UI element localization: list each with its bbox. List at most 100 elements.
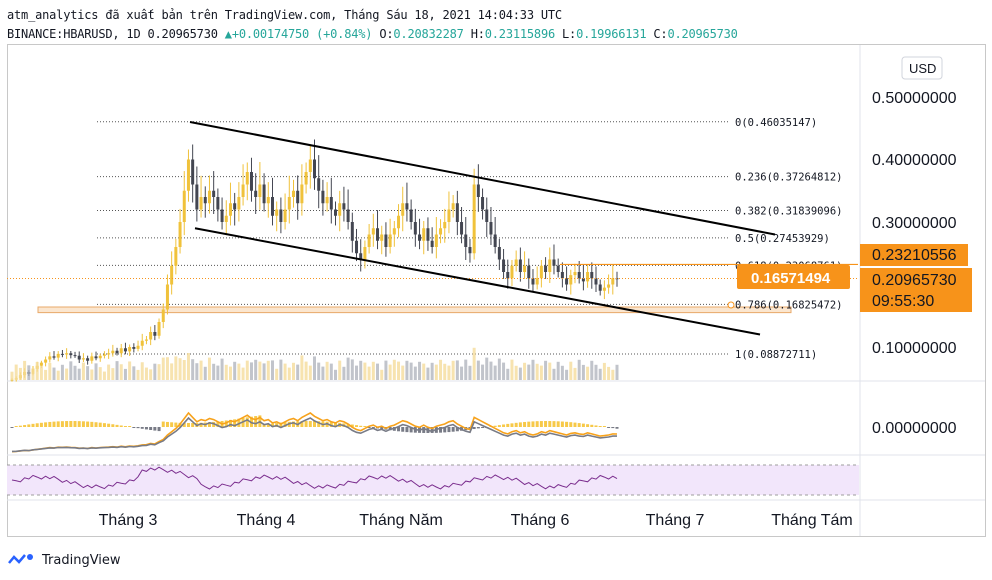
candle-body xyxy=(518,259,522,272)
candle-body xyxy=(497,247,501,260)
candle-body xyxy=(401,203,405,216)
candle-body xyxy=(233,203,237,210)
volume-bar xyxy=(329,363,333,380)
candle-body xyxy=(144,339,148,341)
volume-bar xyxy=(241,367,245,380)
macd-histogram-bar xyxy=(556,421,560,427)
candle-body xyxy=(476,184,480,197)
volume-bar xyxy=(447,365,451,380)
volume-bar xyxy=(279,359,283,380)
price-tick: 0.40000000 xyxy=(872,152,957,169)
candle-body xyxy=(321,190,325,204)
macd-histogram-bar xyxy=(560,421,564,427)
volume-bar xyxy=(476,360,480,380)
volume-bar xyxy=(300,355,304,380)
candle-body xyxy=(65,353,69,355)
candle-body xyxy=(443,222,447,229)
candle-body xyxy=(329,197,333,210)
macd-histogram-bar xyxy=(283,422,287,427)
candle-body xyxy=(270,197,274,216)
candle-body xyxy=(468,247,472,254)
macd-histogram-bar xyxy=(165,421,169,427)
volume-bar xyxy=(430,362,434,380)
volume-bar xyxy=(220,358,224,380)
macd-histogram-bar xyxy=(397,427,401,432)
chart-frame xyxy=(7,44,986,537)
candle-body xyxy=(39,362,43,366)
volume-bar xyxy=(451,360,455,380)
volume-bar xyxy=(10,371,14,380)
candle-body xyxy=(73,355,77,357)
price-tick: 0.50000000 xyxy=(872,90,957,107)
macd-histogram-bar xyxy=(350,424,354,427)
macd-histogram-bar xyxy=(170,422,174,427)
volume-bar xyxy=(321,366,325,380)
macd-histogram-bar xyxy=(539,421,543,427)
macd-histogram-bar xyxy=(334,422,338,427)
candle-body xyxy=(102,354,106,356)
fib-level-label: 0.786(0.16825472) xyxy=(735,299,842,311)
volume-bar xyxy=(69,361,73,380)
macd-histogram-bar xyxy=(548,421,552,427)
candle-body xyxy=(52,356,56,358)
volume-bar xyxy=(615,364,619,380)
volume-bar xyxy=(502,362,506,380)
candle-body xyxy=(44,359,48,363)
volume-bar xyxy=(86,366,90,380)
close-value: 0.20965730 xyxy=(667,27,738,41)
macd-histogram-bar xyxy=(317,421,321,427)
currency-button xyxy=(901,56,943,80)
macd-histogram-bar xyxy=(119,425,123,427)
macd-histogram-bar xyxy=(191,422,195,427)
macd-histogram-bar xyxy=(216,421,220,427)
candle-body xyxy=(430,240,434,247)
change-up-icon: ▲ xyxy=(224,27,232,41)
candle-body xyxy=(56,353,60,358)
macd-histogram-bar xyxy=(39,422,43,427)
macd-histogram-bar xyxy=(90,421,94,427)
fib-level-label: 0.382(0.31839096) xyxy=(735,206,842,218)
symbol-label: BINANCE:HBARUSD, 1D xyxy=(7,27,141,41)
macd-histogram-bar xyxy=(10,427,14,428)
candle-body xyxy=(119,348,123,354)
candle-body xyxy=(451,203,455,210)
price-tick: 0.00000000 xyxy=(872,420,957,437)
candle-body xyxy=(182,190,186,222)
volume-bar xyxy=(153,363,157,380)
volume-bar xyxy=(371,361,375,380)
macd-histogram-bar xyxy=(136,427,140,429)
volume-bar xyxy=(90,369,94,380)
candle-body xyxy=(266,197,270,204)
fib-level-label: 1(0.08872711) xyxy=(735,349,817,361)
macd-histogram-bar xyxy=(132,427,136,428)
candle-body xyxy=(418,234,422,241)
macd-histogram-bar xyxy=(44,422,48,427)
volume-bar xyxy=(140,362,144,380)
macd-histogram-bar xyxy=(23,425,27,427)
volume-bar xyxy=(548,362,552,380)
macd-histogram-bar xyxy=(447,427,451,433)
rsi-band xyxy=(7,465,859,495)
candle-body xyxy=(220,209,224,222)
time-axis-label: Tháng 6 xyxy=(511,512,570,529)
volume-bar xyxy=(237,363,241,380)
volume-bar xyxy=(81,362,85,380)
volume-bar xyxy=(115,361,119,380)
channel-upper-line xyxy=(189,121,776,236)
candle-body xyxy=(455,203,459,222)
macd-histogram-bar xyxy=(506,423,510,427)
macd-histogram-bar xyxy=(602,426,606,427)
macd-histogram-bar xyxy=(451,427,455,432)
volume-bar xyxy=(228,366,232,380)
volume-bar xyxy=(497,358,501,380)
candle-body xyxy=(98,355,102,359)
candle-body xyxy=(548,259,552,272)
volume-bar xyxy=(98,367,102,380)
macd-histogram-bar xyxy=(611,427,615,429)
volume-bar xyxy=(422,363,426,380)
candle-body xyxy=(392,228,396,235)
volume-bar xyxy=(392,359,396,380)
macd-histogram-bar xyxy=(308,421,312,427)
macd-histogram-bar xyxy=(300,421,304,427)
